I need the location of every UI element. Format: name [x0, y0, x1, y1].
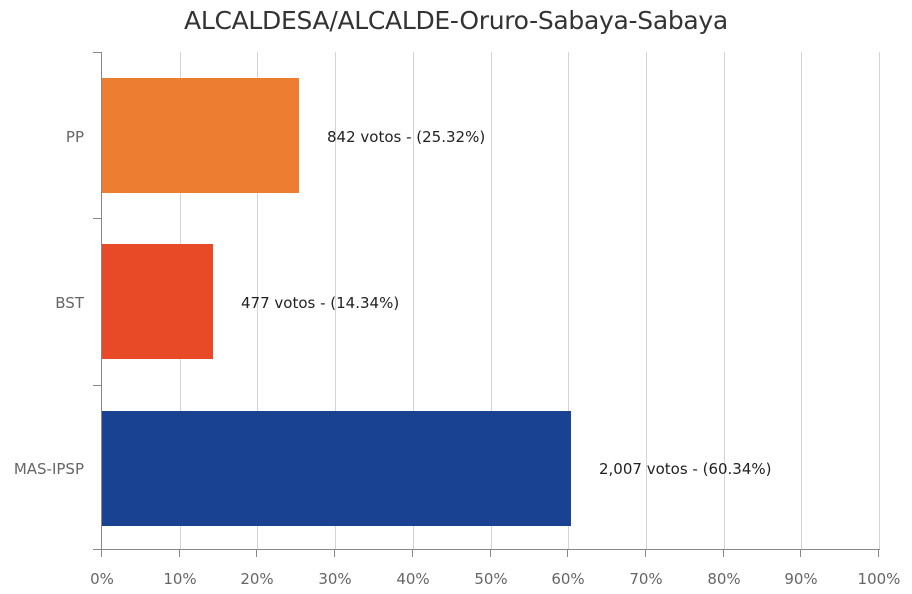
x-tick-label: 100%: [857, 570, 901, 588]
x-tick: [334, 549, 335, 557]
x-tick-label: 30%: [318, 570, 352, 588]
x-tick: [101, 549, 102, 557]
x-tick: [179, 549, 180, 557]
y-axis-line: [101, 52, 102, 550]
gridline: [646, 52, 647, 549]
x-tick-label: 70%: [629, 570, 663, 588]
y-tick: [93, 549, 101, 550]
gridline: [568, 52, 569, 549]
x-tick: [567, 549, 568, 557]
category-label-mas-ipsp: MAS-IPSP: [13, 460, 84, 478]
gridline: [413, 52, 414, 549]
data-label-pp: 842 votos - (25.32%): [327, 128, 486, 146]
category-label-pp: PP: [65, 128, 84, 146]
x-tick-label: 10%: [163, 570, 197, 588]
x-tick-label: 80%: [707, 570, 741, 588]
x-tick: [490, 549, 491, 557]
x-tick: [412, 549, 413, 557]
bar-pp[interactable]: [102, 78, 299, 193]
gridline: [257, 52, 258, 549]
data-label-bst: 477 votos - (14.34%): [241, 294, 400, 312]
x-tick-label: 50%: [474, 570, 508, 588]
x-tick: [256, 549, 257, 557]
x-tick: [800, 549, 801, 557]
x-tick: [645, 549, 646, 557]
x-tick-label: 20%: [240, 570, 274, 588]
chart-title: ALCALDESA/ALCALDE-Oruro-Sabaya-Sabaya: [184, 6, 728, 35]
bar-mas-ipsp[interactable]: [102, 411, 571, 526]
x-tick-label: 60%: [551, 570, 585, 588]
gridline: [335, 52, 336, 549]
y-tick: [93, 52, 101, 53]
y-tick: [93, 218, 101, 219]
x-tick: [723, 549, 724, 557]
x-tick: [878, 549, 879, 557]
bar-bst[interactable]: [102, 244, 213, 359]
gridline: [801, 52, 802, 549]
data-label-mas-ipsp: 2,007 votos - (60.34%): [599, 460, 772, 478]
gridline: [879, 52, 880, 549]
x-tick-label: 90%: [784, 570, 818, 588]
category-label-bst: BST: [55, 294, 84, 312]
x-tick-label: 40%: [396, 570, 430, 588]
y-tick: [93, 385, 101, 386]
gridline: [724, 52, 725, 549]
gridline: [491, 52, 492, 549]
x-tick-label: 0%: [90, 570, 114, 588]
